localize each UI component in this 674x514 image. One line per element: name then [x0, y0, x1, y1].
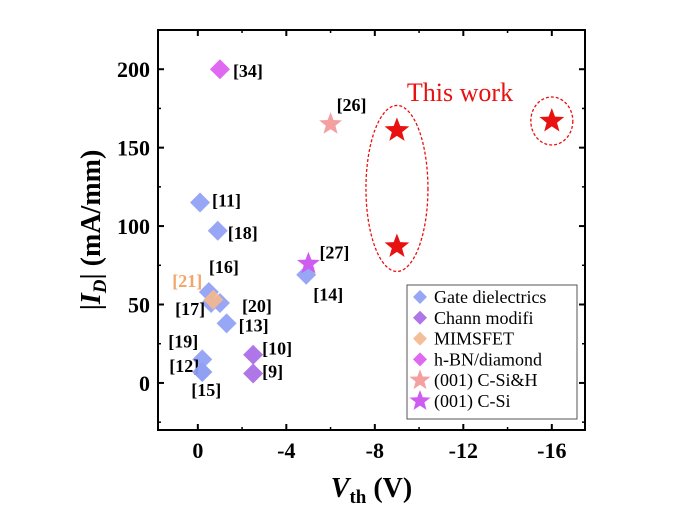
x-tick-label: -12	[449, 438, 478, 463]
legend-label: (001) C-Si&H	[434, 370, 538, 391]
data-point-diamond	[209, 59, 230, 80]
data-point-diamond	[243, 363, 264, 384]
data-label: [18]	[228, 223, 258, 243]
data-point-diamond	[192, 361, 213, 382]
legend-label: Gate dielectrics	[434, 287, 546, 307]
x-tick-label: 0	[192, 438, 203, 463]
y-tick-label: 50	[128, 293, 150, 318]
data-label: [34]	[233, 61, 263, 81]
legend-marker	[413, 310, 427, 325]
data-point-star	[384, 117, 410, 141]
data-label: [9]	[262, 362, 283, 382]
data-point-star	[539, 108, 565, 132]
data-label: [16]	[209, 257, 239, 277]
data-label: [19]	[168, 331, 198, 351]
legend-marker	[409, 369, 431, 390]
legend-marker	[413, 331, 427, 346]
y-tick-label: 100	[117, 214, 150, 239]
data-point-diamond	[203, 289, 224, 310]
data-point-star	[319, 112, 342, 134]
y-tick-label: 150	[117, 136, 150, 161]
legend-marker	[413, 352, 427, 367]
data-point-diamond	[216, 313, 237, 334]
plot-frame	[157, 29, 586, 431]
data-point-diamond	[207, 220, 228, 241]
data-label: [15]	[191, 380, 221, 400]
legend-label: Chann modifi	[434, 308, 534, 328]
data-point-diamond	[243, 344, 264, 365]
y-axis-title: |ID| (mA/mm)	[76, 150, 111, 311]
data-point-diamond	[190, 192, 211, 213]
data-label: [27]	[319, 243, 349, 263]
data-label: [12]	[169, 356, 199, 376]
legend-marker	[413, 290, 427, 304]
this-work-label: This work	[407, 78, 513, 107]
data-label: [20]	[242, 296, 272, 316]
x-tick-label: -8	[366, 438, 384, 463]
x-tick-label: -16	[537, 438, 566, 463]
data-label: [14]	[313, 285, 343, 305]
legend-label: h-BN/diamond	[434, 349, 542, 369]
data-label: [11]	[212, 191, 241, 211]
legend-label: MIMSFET	[434, 329, 514, 349]
data-label: [13]	[239, 315, 269, 335]
y-tick-label: 0	[139, 371, 150, 396]
data-point-star	[297, 251, 320, 274]
data-point-diamond	[192, 349, 213, 370]
data-label: [21]	[172, 271, 202, 291]
x-axis-title: Vth (V)	[331, 473, 412, 508]
legend-marker	[409, 390, 431, 410]
data-label: [10]	[262, 339, 292, 359]
this-work-ellipse-right	[530, 96, 574, 146]
data-point-star	[384, 233, 410, 257]
legend-box	[406, 284, 578, 420]
legend-label: (001) C-Si	[434, 391, 511, 412]
this-work-ellipse-left	[365, 104, 429, 273]
data-label: [17]	[175, 299, 205, 319]
data-label: [26]	[337, 95, 367, 115]
x-tick-label: -4	[277, 438, 295, 463]
y-tick-label: 200	[117, 57, 150, 82]
